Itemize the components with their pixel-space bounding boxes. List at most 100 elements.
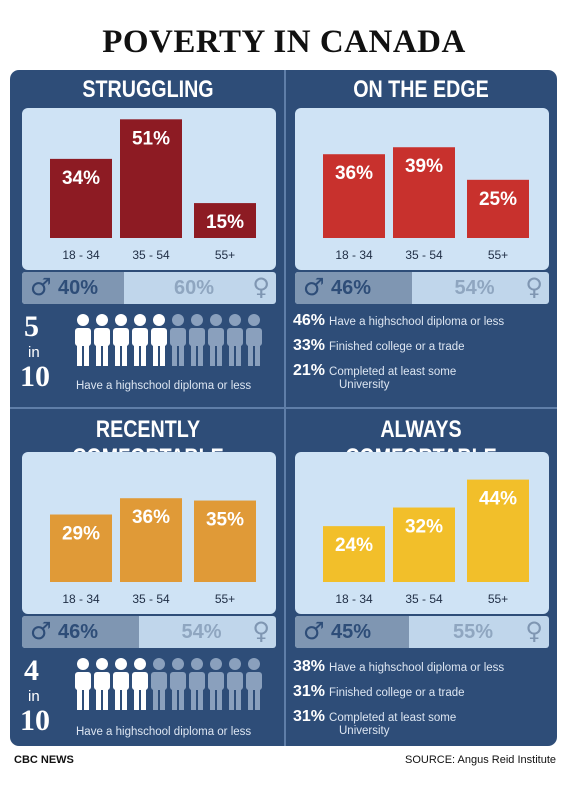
- education-percent: 46%: [293, 312, 326, 329]
- panel-on-the-edge: ON THE EDGE 36% 18 - 34 39% 35 - 54 25% 55+ ♂…: [285, 70, 557, 407]
- male-icon: ♂: [30, 617, 52, 645]
- person-icon: [227, 658, 243, 710]
- bar-label: 44%: [479, 489, 517, 510]
- female-percent: 54%: [454, 277, 495, 299]
- male-icon: ♂: [30, 273, 52, 301]
- female-icon: ♀: [252, 617, 270, 645]
- category-label: 35 - 54: [132, 592, 170, 606]
- gender-split: ♂ 46% 54% ♀: [295, 272, 549, 304]
- person-icon: [75, 314, 91, 366]
- male-share-bar: [22, 616, 139, 648]
- education-label: Completed at least some: [329, 712, 457, 724]
- person-icon: [113, 658, 129, 710]
- female-icon: ♀: [525, 617, 543, 645]
- people-pictogram: [75, 658, 262, 710]
- ratio-ten: 10: [20, 704, 50, 737]
- footer-credit: CBC NEWS: [14, 754, 74, 766]
- panel-struggling: STRUGGLING 34% 18 - 34 51% 35 - 54 15% 55+ ♂ …: [12, 70, 284, 407]
- panel-title: ON THE EDGE: [353, 76, 489, 103]
- bar-2: [194, 203, 256, 238]
- bar-label: 24%: [335, 535, 373, 556]
- age-chart: 34% 18 - 34 51% 35 - 54 15% 55+: [22, 108, 276, 270]
- page-title: POVERTY IN CANADA: [102, 24, 466, 60]
- category-label: 35 - 54: [132, 248, 170, 262]
- male-percent: 45%: [331, 621, 372, 643]
- bar-0: [323, 154, 385, 238]
- person-icon: [246, 314, 262, 366]
- education-percent: 38%: [293, 658, 326, 675]
- bar-2: [194, 500, 256, 582]
- education-percent: 21%: [293, 362, 326, 379]
- education-item: 31% Finished college or a trade: [293, 683, 465, 701]
- male-share-bar: [295, 272, 412, 304]
- education-percent: 31%: [293, 708, 326, 725]
- category-label: 35 - 54: [405, 248, 443, 262]
- person-icon: [151, 314, 167, 366]
- person-icon: [113, 314, 129, 366]
- people-pictogram: [75, 314, 262, 366]
- education-item: 38% Have a highschool diploma or less: [293, 658, 504, 676]
- category-label: 55+: [488, 592, 508, 606]
- bar-0: [50, 158, 112, 238]
- category-label: 55+: [215, 248, 235, 262]
- bar-1: [120, 119, 182, 238]
- panel-title: STRUGGLING: [82, 76, 214, 103]
- gender-split: ♂ 40% 60% ♀: [22, 272, 276, 304]
- education-label: Have a highschool diploma or less: [329, 316, 505, 328]
- person-icon: [132, 658, 148, 710]
- category-label: 18 - 34: [335, 592, 373, 606]
- person-icon: [94, 314, 110, 366]
- female-percent: 54%: [181, 621, 222, 643]
- education-label: Completed at least some: [329, 366, 457, 378]
- pictogram-caption: Have a highschool diploma or less: [76, 380, 252, 392]
- category-label: 18 - 34: [62, 248, 100, 262]
- education-item: 21% Completed at least some: [293, 362, 456, 380]
- gender-split: ♂ 46% 54% ♀: [22, 616, 276, 648]
- bar-label: 35%: [206, 510, 244, 531]
- person-icon: [132, 314, 148, 366]
- age-chart: 29% 18 - 34 36% 35 - 54 35% 55+: [22, 452, 276, 614]
- bar-0: [323, 526, 385, 582]
- ratio-ten: 10: [20, 360, 50, 393]
- horizontal-divider: [10, 407, 557, 409]
- person-icon: [170, 658, 186, 710]
- bar-label: 36%: [132, 507, 170, 528]
- category-label: 35 - 54: [405, 592, 443, 606]
- category-label: 55+: [488, 248, 508, 262]
- person-icon: [246, 658, 262, 710]
- education-item: 46% Have a highschool diploma or less: [293, 312, 504, 330]
- bar-label: 29%: [62, 524, 100, 545]
- female-percent: 55%: [453, 621, 494, 643]
- bar-label: 15%: [206, 212, 244, 233]
- bar-label: 32%: [405, 517, 443, 538]
- education-label: Finished college or a trade: [329, 341, 465, 353]
- education-item: 33% Finished college or a trade: [293, 337, 465, 355]
- education-label-continued: University: [339, 725, 390, 737]
- female-icon: ♀: [252, 273, 270, 301]
- bar-label: 36%: [335, 163, 373, 184]
- education-label: Have a highschool diploma or less: [329, 662, 505, 674]
- person-icon: [227, 314, 243, 366]
- category-label: 55+: [215, 592, 235, 606]
- person-icon: [75, 658, 91, 710]
- male-share-bar: [22, 272, 124, 304]
- education-label: Finished college or a trade: [329, 687, 465, 699]
- person-icon: [170, 314, 186, 366]
- gender-split: ♂ 45% 55% ♀: [295, 616, 549, 648]
- bar-1: [120, 498, 182, 582]
- education-percent: 31%: [293, 683, 326, 700]
- age-chart: 24% 18 - 34 32% 35 - 54 44% 55+: [295, 452, 549, 614]
- ratio-in: in: [28, 344, 40, 361]
- education-label-continued: University: [339, 379, 390, 391]
- category-label: 18 - 34: [62, 592, 100, 606]
- male-percent: 46%: [331, 277, 372, 299]
- footer-source: SOURCE: Angus Reid Institute: [404, 754, 556, 766]
- male-icon: ♂: [303, 273, 325, 301]
- bar-label: 34%: [62, 168, 100, 189]
- bar-label: 39%: [405, 156, 443, 177]
- category-label: 18 - 34: [335, 248, 373, 262]
- person-icon: [94, 658, 110, 710]
- bar-2: [467, 179, 529, 238]
